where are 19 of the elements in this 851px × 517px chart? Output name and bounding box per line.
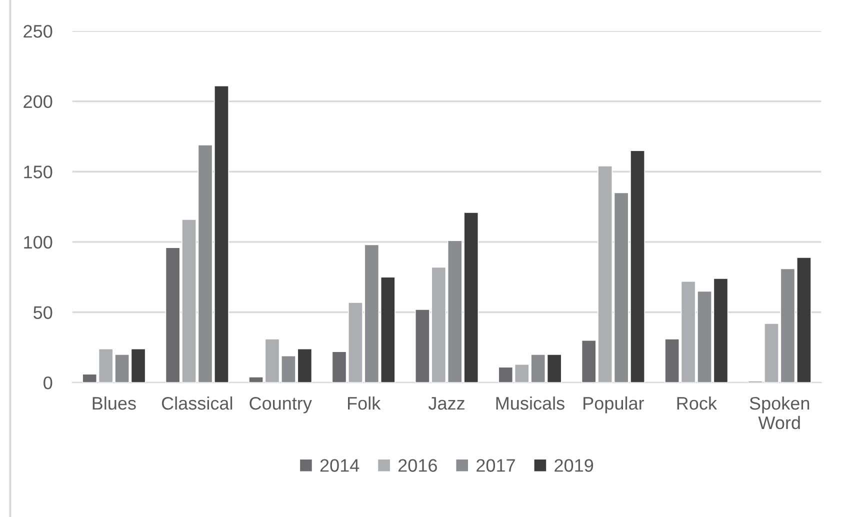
x-tick-label: Musicals <box>496 396 564 410</box>
x-tick-label: Rock <box>677 396 717 410</box>
y-tick-label: 100 <box>24 236 52 249</box>
legend-label: 2016 <box>398 459 437 472</box>
y-tick-label: 50 <box>34 306 52 319</box>
legend-label: 2017 <box>476 459 515 472</box>
y-tick-label: 150 <box>24 166 52 178</box>
x-tick-label: Folk <box>348 396 381 410</box>
legend-label: 2019 <box>554 459 594 472</box>
x-tick-label: Jazz <box>428 397 464 410</box>
x-tick-label: Spoken Word <box>750 396 810 430</box>
y-tick-label: 250 <box>24 24 52 38</box>
y-tick-label: 0 <box>44 376 52 390</box>
legend-label: 2014 <box>320 459 360 472</box>
x-tick-label: Classical <box>162 396 232 410</box>
x-tick-label: Country <box>250 396 312 414</box>
y-tick-label: 200 <box>24 95 52 108</box>
x-tick-label: Blues <box>92 396 136 410</box>
x-tick-label: Popular <box>584 396 644 414</box>
